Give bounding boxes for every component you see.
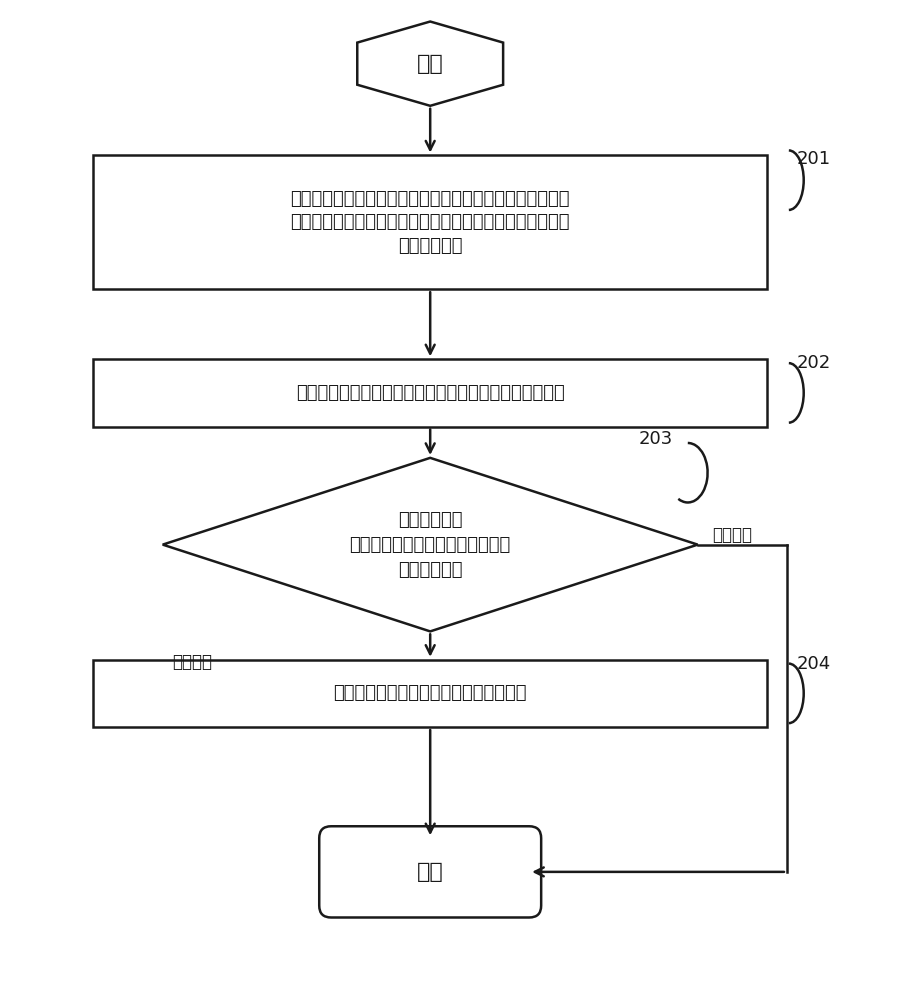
Text: 结束: 结束	[417, 862, 444, 882]
Polygon shape	[162, 458, 698, 631]
FancyBboxPatch shape	[319, 826, 541, 917]
Text: 202: 202	[796, 354, 831, 372]
Text: 匹配失败: 匹配失败	[713, 526, 752, 544]
Text: 开始: 开始	[417, 54, 444, 74]
Text: 在测试治具的连接线插头插入显示屏的连接器接口后，监测
到为显示屏供电事件被触发时，控制测试治具输出显示屏的
最低工作电压: 在测试治具的连接线插头插入显示屏的连接器接口后，监测 到为显示屏供电事件被触发时…	[290, 190, 570, 255]
Text: 控制测试治具输出显示屏的剩余工作电压: 控制测试治具输出显示屏的剩余工作电压	[334, 684, 527, 702]
Text: 203: 203	[639, 430, 673, 448]
Text: 匹配成功: 匹配成功	[172, 653, 213, 671]
Polygon shape	[357, 22, 503, 106]
Text: 将读取请求的
反馈结果与测试治具中存储的标准
信息进行匹配: 将读取请求的 反馈结果与测试治具中存储的标准 信息进行匹配	[350, 511, 511, 579]
Bar	[93, 660, 767, 727]
Bar	[93, 359, 767, 427]
Text: 通过信号引脚发送读取控制芯片中的预设信息的读取请求: 通过信号引脚发送读取控制芯片中的预设信息的读取请求	[296, 384, 565, 402]
Bar	[93, 155, 767, 289]
Text: 201: 201	[796, 150, 831, 168]
Text: 204: 204	[796, 655, 831, 673]
